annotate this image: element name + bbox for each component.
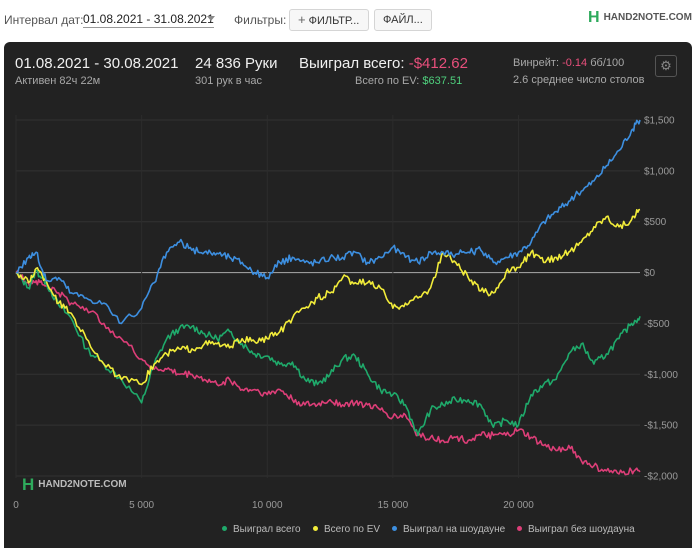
gear-icon[interactable]: ⚙	[655, 55, 677, 77]
legend-label: Всего по EV	[324, 524, 381, 535]
file-button[interactable]: ФАЙЛ...	[374, 9, 432, 31]
ev-total-value: $637.51	[422, 75, 463, 87]
graph-panel: 01.08.2021 - 30.08.2021 Активен 82ч 22м …	[4, 42, 692, 548]
legend-item-non-showdown[interactable]: Выиграл без шоудауна	[517, 524, 635, 535]
y-tick-label: $500	[644, 217, 667, 228]
legend-dot-icon	[517, 526, 522, 531]
won-total-label: Выиграл всего:	[299, 55, 405, 72]
chart-canvas: $1,500 $1,000 $500 $0 -$500 -$1,000 -$1,500 -$2…	[13, 115, 678, 511]
filters-label: Фильтры:	[234, 13, 287, 27]
legend-item-showdown[interactable]: Выиграл на шоудауне	[392, 524, 505, 535]
series-line	[15, 208, 641, 386]
y-tick-label: $0	[644, 268, 656, 279]
date-range-label: Интервал дат:	[4, 13, 84, 27]
y-tick-label: -$500	[644, 319, 670, 330]
chevron-down-icon[interactable]	[207, 16, 215, 21]
filter-button-label: ФИЛЬТР...	[308, 15, 360, 27]
filter-button[interactable]: + ФИЛЬТР...	[289, 9, 369, 31]
y-tick-label: -$2,000	[644, 472, 678, 483]
winrate-value: -0.14	[562, 57, 588, 69]
series-line	[15, 269, 641, 437]
legend-item-ev-total[interactable]: Всего по EV	[313, 524, 380, 535]
toolbar: Интервал дат: 01.08.2021 - 31.08.2021 Фи…	[0, 0, 700, 40]
x-tick-label: 5 000	[129, 500, 154, 511]
legend-label: Выиграл без шоудауна	[528, 524, 635, 535]
y-tick-label: -$1,500	[644, 421, 678, 432]
x-tick-label: 10 000	[252, 500, 283, 511]
y-tick-label: $1,000	[644, 166, 675, 177]
active-time: Активен 82ч 22м	[15, 75, 101, 87]
x-tick-label: 20 000	[503, 500, 534, 511]
legend-dot-icon	[392, 526, 397, 531]
grid	[15, 115, 640, 478]
x-tick-label: 0	[13, 500, 19, 511]
winrate-label: Винрейт:	[513, 57, 560, 69]
legend-label: Выиграл на шоудауне	[403, 524, 506, 535]
legend-item-won-total[interactable]: Выиграл всего	[222, 524, 301, 535]
series-line	[15, 119, 641, 325]
legend-dot-icon	[313, 526, 318, 531]
legend-dot-icon	[222, 526, 227, 531]
y-axis: $1,500 $1,000 $500 $0 -$500 -$1,000 -$1,500 -$2…	[644, 116, 678, 483]
winrate-stat: Винрейт: -0.14 бб/100	[513, 57, 624, 69]
x-tick-label: 15 000	[378, 500, 409, 511]
series-group	[15, 119, 641, 476]
ev-total-stat: Всего по EV: $637.51	[355, 75, 462, 87]
plus-icon: +	[298, 12, 306, 27]
x-axis: 0 5 000 10 000 15 000 20 000	[13, 500, 534, 511]
hand2note-watermark: H HAND2NOTE.COM	[22, 475, 127, 494]
hand2note-logo: H HAND2NOTE.COM	[588, 9, 692, 26]
series-line	[15, 270, 641, 476]
y-tick-label: $1,500	[644, 116, 675, 127]
hands-count: 24 836 Руки	[195, 55, 278, 72]
hands-per-hour: 301 рук в час	[195, 75, 263, 87]
h-logo-icon: H	[588, 9, 600, 26]
won-total-stat: Выиграл всего: -$412.62	[299, 55, 468, 72]
file-button-label: ФАЙЛ...	[383, 14, 423, 26]
ev-total-label: Всего по EV:	[355, 75, 420, 87]
legend-label: Выиграл всего	[233, 524, 301, 535]
period-value: 01.08.2021 - 30.08.2021	[15, 55, 179, 72]
h-logo-icon: H	[22, 475, 35, 494]
won-total-value: -$412.62	[408, 55, 468, 72]
date-range-select[interactable]: 01.08.2021 - 31.08.2021	[83, 12, 214, 28]
avg-tables: 2.6 среднее число столов	[513, 74, 645, 86]
y-tick-label: -$1,000	[644, 370, 678, 381]
winrate-unit: бб/100	[590, 57, 625, 69]
